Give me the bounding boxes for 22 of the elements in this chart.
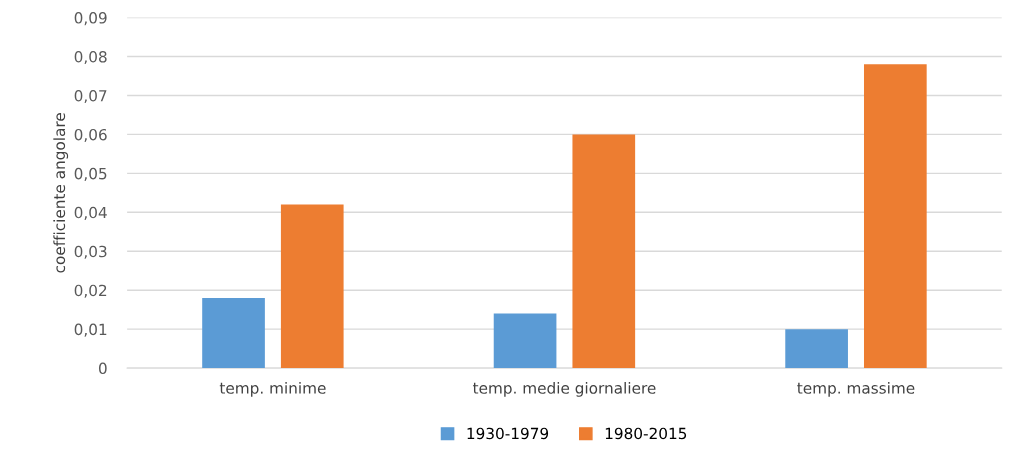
y-tick-label: 0,01 [74,323,107,337]
x-tick-label: temp. massime [797,381,915,397]
legend-label: 1930-1979 [467,427,549,440]
y-tick-label: 0,05 [74,167,107,181]
y-tick-label: 0 [98,362,107,375]
y-tick-label: 0,08 [74,51,107,65]
y-tick-label: 0,04 [74,206,107,220]
legend-label: 1980-2015 [605,427,687,440]
y-tick-label: 0,02 [74,284,107,298]
x-tick-label: temp. medie giornaliere [472,381,656,397]
bar [493,313,557,369]
x-tick-label: temp. minime [219,381,326,397]
bar [572,134,636,369]
bar [202,297,265,369]
y-axis-title: coefficiente angolare [53,113,69,273]
y-tick-label: 0,09 [74,12,107,26]
y-tick-label: 0,07 [74,89,107,104]
bar [280,204,344,369]
y-tick-label: 0,06 [74,128,107,142]
bar [785,329,848,369]
bar [863,64,927,369]
y-tick-label: 0,03 [74,245,107,259]
